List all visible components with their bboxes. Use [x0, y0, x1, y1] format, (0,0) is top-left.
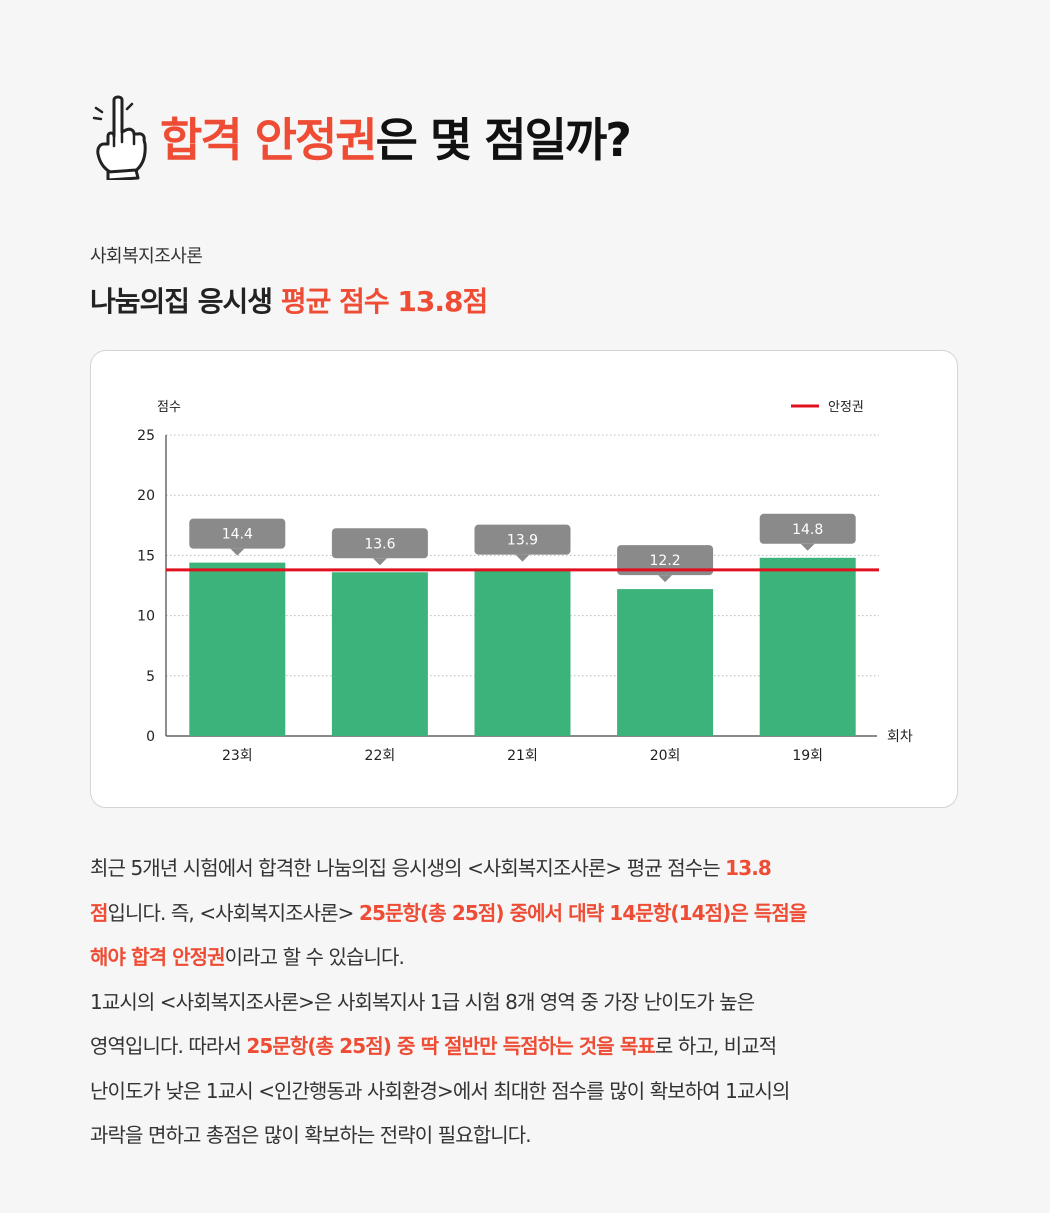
- value-label-box: [331, 528, 428, 559]
- value-label-box: [189, 518, 286, 549]
- highlight-text: 25문항(총 25점) 중에서 대략 14문항(14점)은 득점을: [359, 900, 807, 925]
- value-label: 13.6: [364, 536, 395, 552]
- x-tick-label: 20회: [650, 748, 681, 764]
- value-label-box: [617, 545, 714, 576]
- headline-title-highlight: 합격 안정권: [160, 113, 378, 167]
- value-label-pointer: [372, 558, 387, 566]
- x-tick-label: 22회: [365, 748, 396, 764]
- value-label: 14.8: [792, 522, 823, 538]
- legend-label: 안정권: [828, 400, 864, 415]
- highlight-text: 점: [90, 900, 108, 925]
- x-axis-title: 회차: [887, 729, 913, 745]
- y-tick-label: 0: [146, 729, 155, 745]
- summary-heading: 나눔의집 응시생 평균 점수 13.8점: [90, 280, 488, 320]
- summary-highlight: 평균 점수 13.8점: [280, 285, 488, 318]
- bar: [474, 568, 571, 736]
- value-label-box: [474, 524, 571, 555]
- y-tick-label: 15: [137, 548, 155, 564]
- paragraph-line: 영역입니다. 따라서 25문항(총 25점) 중 딱 절반만 득점하는 것을 목…: [90, 1024, 970, 1069]
- y-tick-label: 5: [146, 669, 155, 685]
- body-text: 영역입니다. 따라서: [90, 1034, 247, 1058]
- value-label: 14.4: [222, 527, 253, 543]
- bar: [617, 589, 714, 736]
- value-label-pointer: [658, 575, 673, 583]
- highlight-text: 25문항(총 25점) 중 딱 절반만 득점하는 것을 목표: [246, 1034, 655, 1058]
- body-text: 로 하고, 비교적: [654, 1034, 777, 1058]
- x-tick-label: 21회: [507, 748, 538, 764]
- bar: [189, 562, 286, 736]
- x-tick-label: 19회: [792, 748, 823, 764]
- value-label-pointer: [515, 554, 530, 562]
- subject-label: 사회복지조사론: [90, 246, 203, 267]
- headline: 합격 안정권은 몇 점일까?: [88, 92, 632, 182]
- y-tick-label: 20: [137, 488, 155, 504]
- paragraph-line: 난이도가 낮은 1교시 <인간행동과 사회환경>에서 최대한 점수를 많이 확보…: [90, 1069, 970, 1114]
- value-label: 12.2: [650, 553, 681, 569]
- body-text: 이라고 할 수 있습니다.: [224, 945, 405, 969]
- paragraph-line: 해야 합격 안정권이라고 할 수 있습니다.: [90, 935, 970, 980]
- value-label-pointer: [800, 543, 815, 551]
- body-text: 최근 5개년 시험에서 합격한 나눔의집 응시생의 <사회복지조사론> 평균 점…: [90, 856, 726, 880]
- value-label-pointer: [230, 548, 245, 556]
- paragraph-line: 최근 5개년 시험에서 합격한 나눔의집 응시생의 <사회복지조사론> 평균 점…: [90, 846, 970, 891]
- headline-title: 합격 안정권은 몇 점일까?: [160, 104, 632, 170]
- paragraph-line: 과락을 면하고 총점은 많이 확보하는 전략이 필요합니다.: [90, 1113, 970, 1158]
- highlight-text: 해야 합격 안정권: [90, 945, 226, 969]
- summary-prefix: 나눔의집 응시생: [90, 285, 281, 318]
- bar: [331, 572, 428, 736]
- y-tick-label: 25: [137, 428, 155, 444]
- bar: [759, 557, 856, 736]
- body-text: 1교시의 <사회복지조사론>은 사회복지사 1급 시험 8개 영역 중 가장 난…: [90, 989, 755, 1014]
- x-tick-label: 23회: [222, 748, 253, 764]
- paragraph-line: 1교시의 <사회복지조사론>은 사회복지사 1급 시험 8개 영역 중 가장 난…: [90, 980, 970, 1025]
- body-text: 과락을 면하고 총점은 많이 확보하는 전략이 필요합니다.: [90, 1123, 532, 1147]
- body-text: 입니다. 즉, <사회복지조사론>: [107, 900, 360, 925]
- highlight-text: 13.8: [725, 856, 772, 880]
- pointing-hand-icon: [92, 95, 147, 180]
- body-text: 난이도가 낮은 1교시 <인간행동과 사회환경>에서 최대한 점수를 많이 확보…: [90, 1078, 790, 1103]
- paragraph-line: 점입니다. 즉, <사회복지조사론> 25문항(총 25점) 중에서 대략 14…: [90, 891, 970, 936]
- value-label: 13.9: [507, 533, 538, 549]
- y-tick-label: 10: [137, 609, 155, 625]
- y-axis-title: 점수: [157, 400, 181, 415]
- headline-title-rest: 은 몇 점일까?: [375, 113, 632, 167]
- value-label-box: [759, 513, 856, 544]
- explanation-paragraph: 최근 5개년 시험에서 합격한 나눔의집 응시생의 <사회복지조사론> 평균 점…: [90, 846, 970, 1158]
